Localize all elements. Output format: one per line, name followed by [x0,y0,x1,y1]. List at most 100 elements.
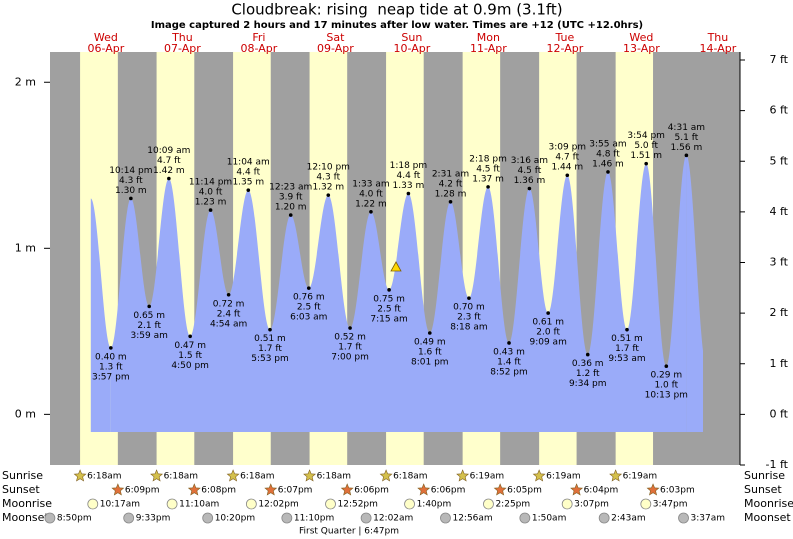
extreme-height-ft: 1.0 ft [654,381,678,391]
extreme-time: 9:09 am [529,338,566,348]
chart-subtitle: Image captured 2 hours and 17 minutes af… [151,20,643,31]
moonrise-icon [640,498,652,510]
tide-area-edge [686,155,703,432]
extreme-height-ft: 4.2 ft [439,179,463,189]
extreme-time: 8:18 am [450,323,487,333]
weekday-label: Sun [401,31,422,44]
sunrise-icon [532,469,546,482]
extreme-height-m: 0.43 m [493,347,525,357]
date-label: 06-Apr [88,42,125,55]
extreme-height-m: 0.51 m [611,334,643,344]
extreme-height-ft: 4.5 ft [518,166,542,176]
y-tick-label: 0 m [15,407,36,420]
extreme-height-m: 0.75 m [373,294,405,304]
extreme-height-ft: 5.1 ft [675,133,699,143]
y2-tick-label: 6 ft [770,104,789,117]
extreme-height-m: 0.36 m [572,359,604,369]
moon-time: 9:33pm [136,514,171,524]
moon-time: 12:56am [452,514,492,524]
extreme-time: 10:14 pm [109,166,152,176]
moon-time: 8:50pm [57,514,92,524]
sunset-icon [646,483,660,496]
extreme-height-m: 1.20 m [275,203,307,213]
sun-time: 6:04pm [584,486,619,496]
extreme-point [208,208,213,212]
extreme-time: 4:54 am [210,319,247,329]
extreme-height-ft: 1.2 ft [576,369,600,379]
date-label: 07-Apr [164,42,201,55]
extreme-height-m: 1.51 m [630,151,662,161]
extreme-time: 3:55 am [589,139,626,149]
extreme-height-ft: 1.7 ft [615,344,639,354]
extreme-height-m: 0.51 m [254,334,286,344]
extreme-height-ft: 2.0 ft [536,328,560,338]
extreme-height-ft: 4.8 ft [596,149,620,159]
extreme-point [109,346,113,350]
extreme-point [507,341,511,345]
extreme-height-m: 0.72 m [213,299,245,309]
extreme-point [246,188,251,192]
sun-time: 6:18am [317,472,352,482]
extreme-height-m: 0.29 m [650,371,682,381]
extreme-point [684,153,689,158]
extreme-height-m: 1.44 m [551,163,583,173]
moon-time: 10:20pm [215,514,255,524]
moonrise-icon [166,498,178,510]
sunset-icon [111,483,125,496]
weekday-label: Wed [629,31,653,44]
sun-time: 6:08pm [201,486,236,496]
extreme-time: 9:53 am [608,354,645,364]
sun-time: 6:19am [623,472,658,482]
extreme-point [644,161,648,166]
weekday-label: Wed [94,31,118,44]
extreme-point [448,200,453,204]
extreme-point [527,186,532,191]
moon-phase: First Quarter | 6:47pm [299,527,399,537]
extreme-height-ft: 2.5 ft [297,303,321,313]
extreme-height-ft: 1.3 ft [99,362,123,372]
weekday-label: Tue [555,31,575,44]
extreme-point [664,364,669,368]
extreme-height-ft: 4.7 ft [157,156,181,166]
extreme-height-ft: 1.4 ft [497,357,521,367]
sunset-icon [493,483,507,496]
sun-time: 6:19am [470,472,505,482]
moonrise-icon [483,498,494,510]
moon-time: 2:43am [611,514,646,524]
sun-time: 6:09pm [125,486,160,496]
sunset-icon [570,483,584,496]
extreme-point [306,286,311,290]
extreme-height-ft: 2.1 ft [137,321,161,331]
extreme-height-m: 1.32 m [312,183,344,193]
extreme-time: 11:14 pm [189,178,232,188]
extreme-time: 3:59 am [131,331,168,341]
extreme-height-m: 1.33 m [393,181,425,191]
extreme-height-m: 1.22 m [355,199,387,209]
extreme-height-m: 0.52 m [334,333,366,343]
extreme-time: 12:23 am [269,183,312,193]
extreme-point [348,326,352,330]
sun-time: 6:03pm [660,486,695,496]
extreme-point [467,296,471,300]
extreme-height-m: 0.61 m [532,318,564,328]
extreme-point [606,170,610,174]
weekday-label: Sat [326,31,345,44]
y2-tick-label: 7 ft [770,53,789,66]
moonset-icon [678,512,689,524]
y2-tick-label: 0 ft [770,407,789,420]
moon-time: 1:40pm [417,500,452,510]
extreme-height-m: 1.30 m [115,186,147,196]
extreme-time: 8:52 pm [490,367,528,377]
extreme-height-ft: 1.7 ft [258,344,282,354]
extreme-time: 2:18 pm [469,154,507,164]
moonset-icon [202,512,214,524]
extreme-height-ft: 4.0 ft [199,188,223,198]
row-label: Sunrise [2,469,43,482]
sun-time: 6:07pm [278,486,313,496]
extreme-time: 5:53 pm [251,354,289,364]
sunrise-icon [456,469,470,482]
weekday-label: Mon [477,31,500,44]
extreme-height-m: 0.65 m [133,311,165,321]
sunrise-icon [226,469,240,482]
moon-time: 11:10pm [294,514,334,524]
